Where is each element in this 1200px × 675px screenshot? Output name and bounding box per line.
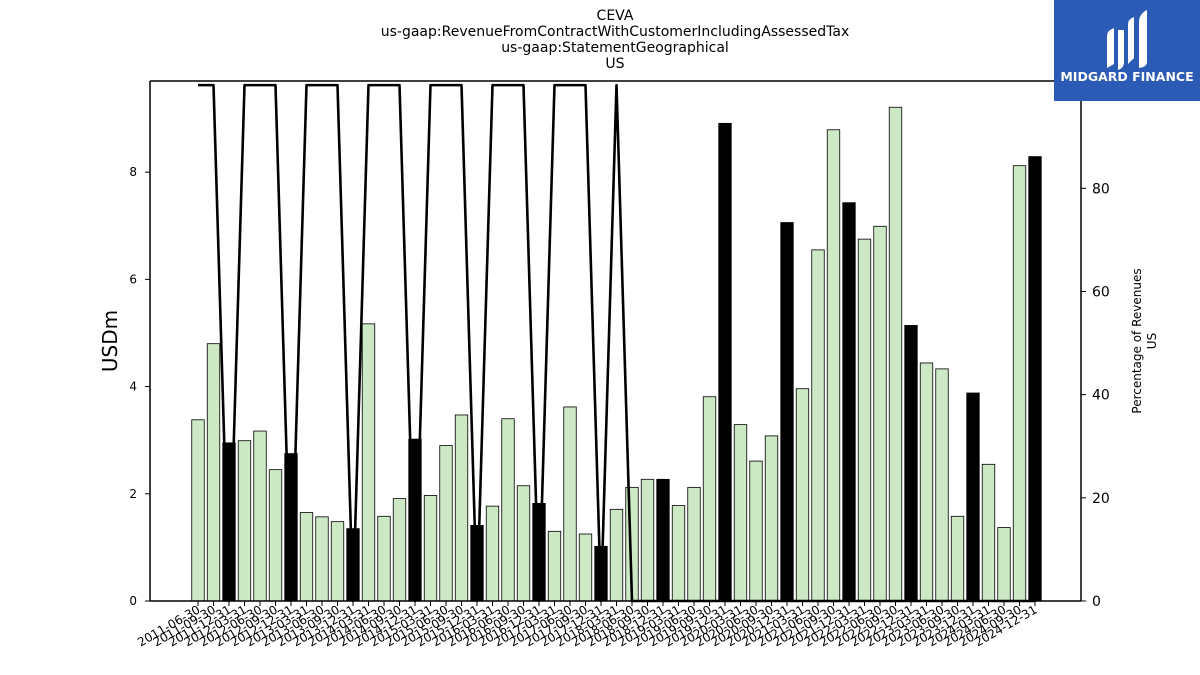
bar-2021-09-30 xyxy=(826,129,841,602)
bar-2014-03-31 xyxy=(361,323,376,602)
y-right-tick-label-80: 80 xyxy=(1092,181,1110,197)
bar-2019-06-30 xyxy=(687,486,701,602)
bar-2015-09-30 xyxy=(454,414,469,602)
bar-2024-03-31 xyxy=(981,463,996,602)
y-right-tick-label-40: 40 xyxy=(1092,388,1110,404)
y-axis-right-ticks: 020406080100 xyxy=(1081,78,1119,610)
bar-2023-09-30 xyxy=(950,515,965,602)
bar-2024-12-31 xyxy=(1028,156,1042,602)
bar-2016-09-30 xyxy=(516,485,531,602)
bar-2015-06-30 xyxy=(439,445,453,602)
bar-2014-06-30 xyxy=(377,515,391,602)
bar-2013-06-30 xyxy=(315,516,329,602)
bar-2014-09-30 xyxy=(392,498,407,602)
midgard-finance-logo: MIDGARD FINANCE xyxy=(1054,0,1200,101)
bar-2013-09-30 xyxy=(330,521,345,602)
y-axis-right-label-line-2: US xyxy=(1145,333,1159,349)
bar-2023-12-31 xyxy=(966,392,980,602)
bar-2012-09-30 xyxy=(268,469,283,602)
y-axis-right-label-line-1: Percentage of Revenues xyxy=(1130,268,1144,413)
title-line-1: CEVA xyxy=(597,8,634,24)
bar-2015-03-31 xyxy=(423,494,438,602)
bar-2017-06-30 xyxy=(563,406,577,602)
bar-2024-06-30 xyxy=(997,527,1011,602)
bar-2023-03-31 xyxy=(919,362,934,602)
bar-2016-03-31 xyxy=(485,505,500,602)
x-axis-ticks: 2011-06-302011-09-302011-12-312012-03-31… xyxy=(135,601,1040,649)
y-left-tick-label-2: 2 xyxy=(129,487,137,501)
y-left-tick-label-8: 8 xyxy=(129,165,137,179)
bar-2021-12-31 xyxy=(842,202,856,602)
bar-2020-12-31 xyxy=(780,222,794,602)
bar-2018-12-31 xyxy=(656,478,670,602)
bar-2024-09-30 xyxy=(1012,165,1027,602)
y-axis-left-label: USDm xyxy=(98,310,122,372)
title-line-3: us-gaap:StatementGeographical xyxy=(501,40,729,56)
bar-2017-09-30 xyxy=(578,533,593,602)
chart-title: CEVA us-gaap:RevenueFromContractWithCust… xyxy=(381,8,850,72)
bar-2012-03-31 xyxy=(237,440,252,602)
bar-2019-03-31 xyxy=(671,505,686,602)
bar-2020-09-30 xyxy=(764,435,779,602)
bar-2011-09-30 xyxy=(206,343,221,602)
logo-background xyxy=(1054,0,1200,101)
bar-2011-06-30 xyxy=(191,419,205,602)
y-right-tick-label-20: 20 xyxy=(1092,491,1110,507)
bar-2019-12-31 xyxy=(718,122,732,602)
bar-2022-06-30 xyxy=(873,225,887,602)
bar-2018-03-31 xyxy=(609,508,624,602)
bar-2017-03-31 xyxy=(547,530,562,602)
bar-2019-09-30 xyxy=(702,396,717,602)
bar-series xyxy=(191,106,1042,602)
bar-2016-06-30 xyxy=(501,418,515,602)
bar-2023-06-30 xyxy=(935,368,949,602)
logo-text: MIDGARD FINANCE xyxy=(1060,69,1193,84)
bar-2022-12-31 xyxy=(904,325,918,602)
bar-2022-09-30 xyxy=(888,106,903,602)
bar-2021-03-31 xyxy=(795,388,810,602)
axes xyxy=(149,80,1082,602)
bar-2012-06-30 xyxy=(253,430,267,602)
y-axis-left-ticks: 0 2 4 6 8 xyxy=(129,165,150,608)
title-line-2: us-gaap:RevenueFromContractWithCustomerI… xyxy=(381,24,850,40)
bar-2020-06-30 xyxy=(749,460,763,602)
bar-2013-03-31 xyxy=(299,512,314,602)
y-right-tick-label-60: 60 xyxy=(1092,284,1110,300)
y-left-tick-label-0: 0 xyxy=(129,594,137,608)
y-left-tick-label-4: 4 xyxy=(129,380,137,394)
y-left-tick-label-6: 6 xyxy=(129,272,137,286)
bar-2021-06-30 xyxy=(811,249,825,602)
bar-2018-09-30 xyxy=(640,478,655,602)
title-line-4: US xyxy=(605,56,624,72)
midgard-m-logo-icon xyxy=(1107,10,1147,70)
bar-2020-03-31 xyxy=(733,424,748,602)
y-right-tick-label-0: 0 xyxy=(1092,594,1101,610)
bar-2022-03-31 xyxy=(857,238,872,602)
